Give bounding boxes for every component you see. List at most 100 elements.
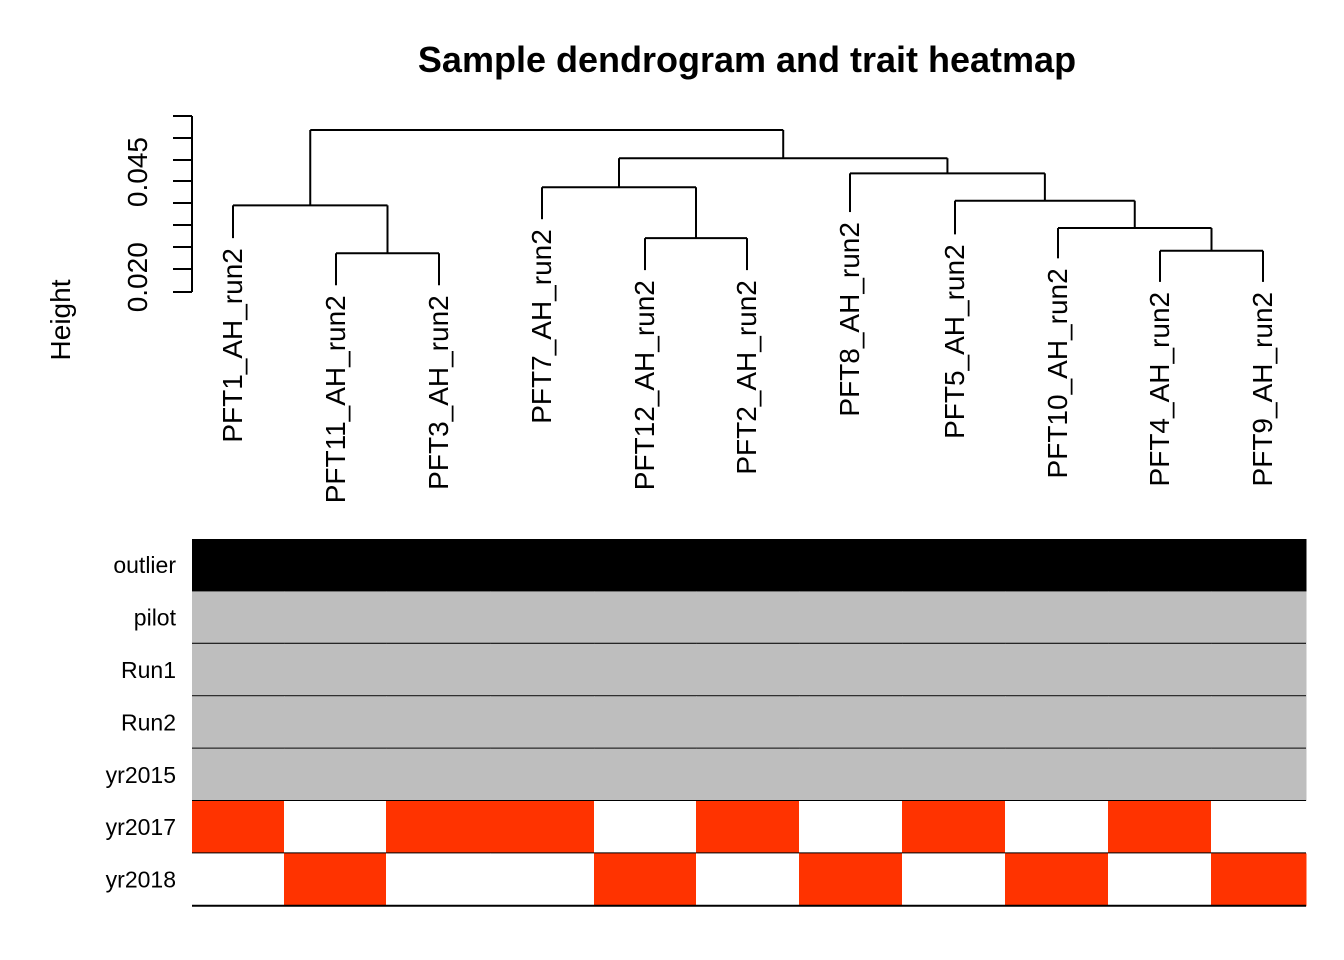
heatmap-cell [490,539,595,592]
heatmap-cell [1005,539,1109,592]
heatmap-cell [696,591,800,645]
heatmap-cell [902,801,1006,854]
heatmap-cell [1108,696,1212,750]
leaf-label: PFT3_AH_run2 [423,295,454,490]
heatmap-cell [1211,801,1307,854]
trait-row-label: pilot [134,605,177,631]
heatmap-cell [1211,748,1307,802]
heatmap-cell [1005,748,1109,802]
heatmap-cell [1211,539,1307,592]
heatmap-cell [902,696,1006,750]
heatmap-cell [1211,853,1307,907]
heatmap-cell [1005,853,1109,907]
heatmap-cell [799,539,903,592]
heatmap-cell [1108,748,1212,802]
leaf-label: PFT11_AH_run2 [320,295,351,503]
heatmap-cell [1108,591,1212,645]
heatmap-cell [192,591,285,645]
heatmap-cell [490,696,595,750]
heatmap-cell [1108,801,1212,854]
leaf-label: PFT1_AH_run2 [217,248,248,443]
leaf-label: PFT12_AH_run2 [629,280,660,490]
heatmap-cell [1211,591,1307,645]
y-tick-label: 0.020 [122,242,153,312]
heatmap-cell [1005,801,1109,854]
heatmap-cell [386,643,491,697]
heatmap-cell [386,853,491,907]
heatmap-cell [799,853,903,907]
leaf-label: PFT9_AH_run2 [1247,292,1278,487]
heatmap-cell [284,801,387,854]
heatmap-cell [490,748,595,802]
leaf-label: PFT2_AH_run2 [731,280,762,475]
heatmap-cell [1108,853,1212,907]
heatmap-cell [1108,539,1212,592]
trait-row-label: outlier [113,552,176,578]
heatmap-cell [386,748,491,802]
heatmap-cell [192,748,285,802]
heatmap-cell [799,801,903,854]
leaf-labels: PFT1_AH_run2 PFT11_AH_run2 PFT3_AH_run2 PFT… [217,222,1278,503]
heatmap-cell [1005,591,1109,645]
heatmap-cell [284,539,387,592]
heatmap-cell [284,748,387,802]
heatmap-cell [1108,643,1212,697]
heatmap-cell [799,643,903,697]
heatmap-cell [799,696,903,750]
heatmap-cell [799,748,903,802]
leaf-label: PFT8_AH_run2 [834,222,865,417]
leaf-label: PFT7_AH_run2 [526,229,557,424]
heatmap-cell [192,696,285,750]
heatmap-cell [696,696,800,750]
heatmap-cell [696,853,800,907]
heatmap-cell [902,748,1006,802]
trait-row-label: yr2017 [106,814,176,840]
heatmap-cell [192,853,285,907]
dendrogram [232,129,1264,286]
heatmap-cell [490,643,595,697]
heatmap-cell [284,591,387,645]
heatmap-cell [1211,643,1307,697]
trait-row-labels: outlier pilot Run1 Run2 yr2015 yr2017 yr2018 [106,552,177,892]
heatmap-cell [594,853,697,907]
leaf-label: PFT5_AH_run2 [939,244,970,439]
heatmap-cell [594,643,697,697]
heatmap-cell [192,801,285,854]
heatmap-cell [594,801,697,854]
heatmap-cell [902,853,1006,907]
heatmap-cell [192,643,285,697]
trait-heatmap [192,539,1307,907]
heatmap-cell [490,853,595,907]
heatmap-cell [902,539,1006,592]
heatmap-cell [696,801,800,854]
y-tick-label: 0.045 [122,137,153,207]
heatmap-cell [386,801,491,854]
trait-row-label: Run1 [121,657,176,683]
leaf-label: PFT10_AH_run2 [1042,268,1073,478]
trait-row-label: yr2018 [106,867,176,893]
y-axis-label: Height [45,279,76,360]
heatmap-cell [1005,696,1109,750]
heatmap-cell [192,539,285,592]
heatmap-cell [594,748,697,802]
trait-row-label: yr2015 [106,762,176,788]
heatmap-cell [594,696,697,750]
heatmap-cell [696,748,800,802]
heatmap-cell [902,591,1006,645]
heatmap-cell [594,591,697,645]
heatmap-cell [386,591,491,645]
heatmap-cell [490,591,595,645]
heatmap-cell [902,643,1006,697]
heatmap-cell [594,539,697,592]
heatmap-cell [284,696,387,750]
heatmap-cell [1211,696,1307,750]
heatmap-cell [696,643,800,697]
heatmap-cell [284,643,387,697]
leaf-label: PFT4_AH_run2 [1144,292,1175,487]
heatmap-cell [799,591,903,645]
heatmap-cell [386,696,491,750]
chart-title: Sample dendrogram and trait heatmap [418,39,1076,80]
heatmap-cell [696,539,800,592]
y-axis: 0.020 0.045 [122,115,193,312]
